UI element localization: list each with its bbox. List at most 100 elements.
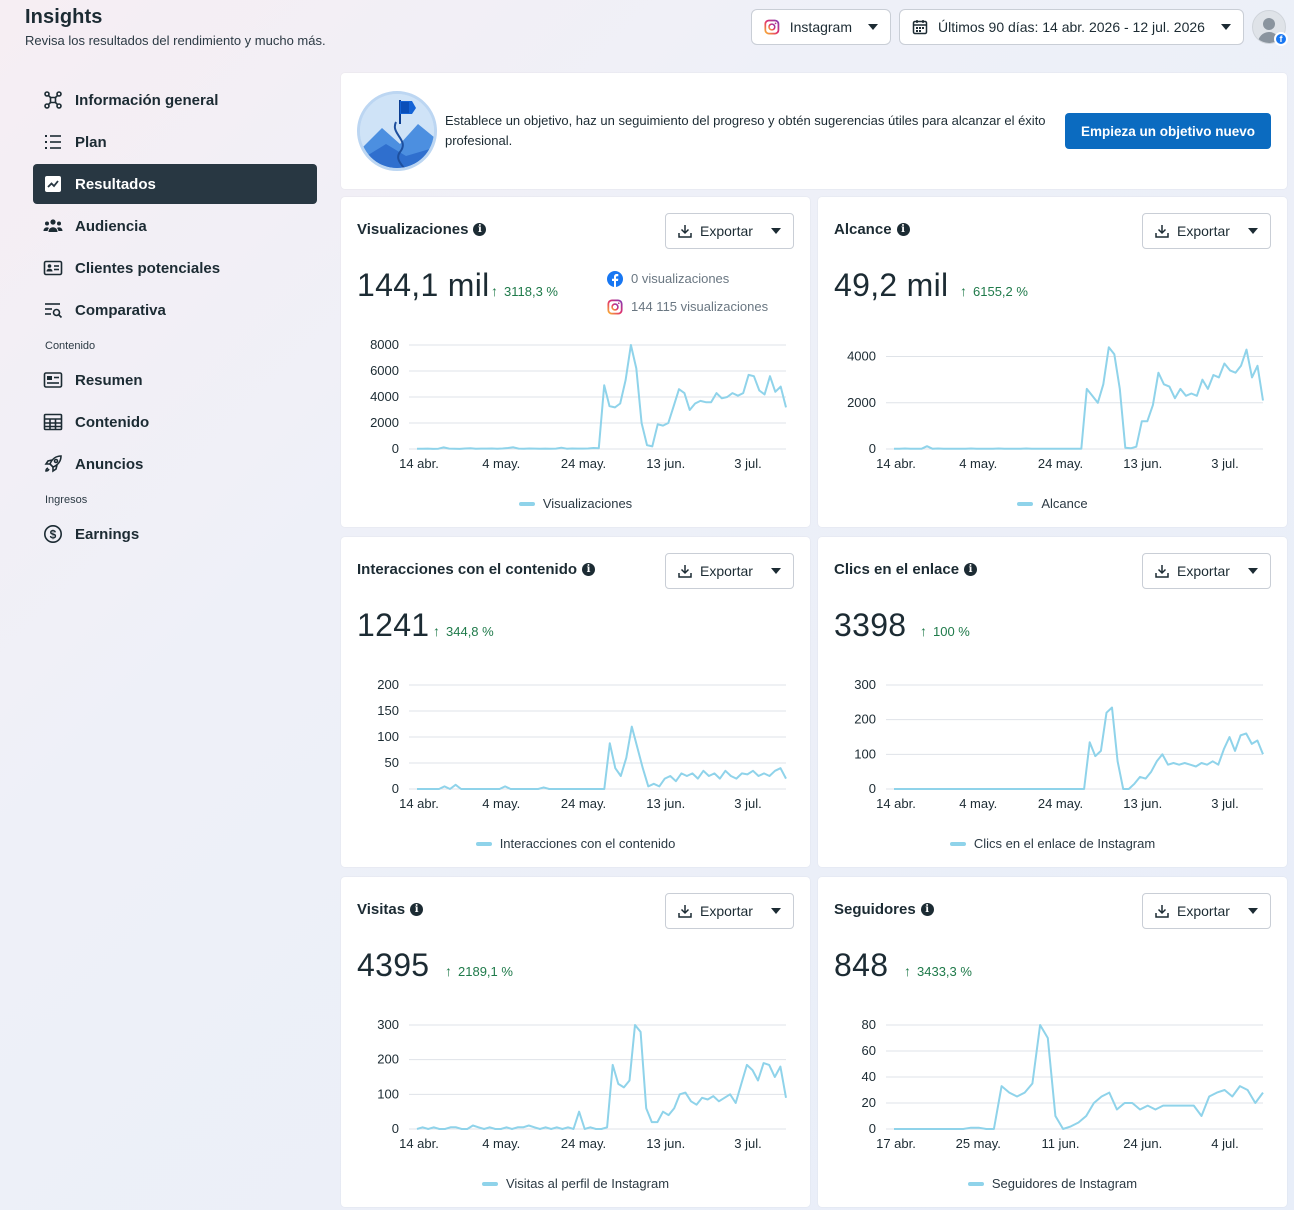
sidebar-item-clientes-potenciales[interactable]: Clientes potenciales [33,248,317,288]
sidebar-item-anuncios[interactable]: Anuncios [33,444,317,484]
line-chart: 0 100 200 300 14 abr. 4 may. 24 may. 13 jun. 3 j… [854,677,1264,811]
metric-card-interacciones: Interacciones con el contenido i Exportar… [341,537,810,867]
start-goal-button[interactable]: Empieza un objetivo nuevo [1064,113,1271,149]
legend-label: Seguidores de Instagram [991,1176,1138,1191]
sidebar-item-informacion-general[interactable]: Información general [33,80,317,120]
card-title-text: Alcance [834,221,892,238]
info-icon[interactable]: i [473,223,487,236]
sidebar-nav: Información general Plan Resultados Audi… [33,80,317,556]
x-tick-label: 3 jul. [734,796,761,811]
card-title: Clics en el enlace i [834,561,978,578]
y-tick-label: 100 [854,746,876,761]
x-tick-label: 13 jun. [1123,456,1162,471]
sidebar-item-plan[interactable]: Plan [33,122,317,162]
metric-card-seguidores: Seguidores i Exportar 848 ↑ 3433,3 % 0 20 40… [818,877,1287,1207]
metric-delta-text: 100 % [933,623,970,639]
export-button[interactable]: Exportar [665,553,794,589]
instagram-icon [607,299,623,315]
sidebar-item-label: Anuncios [75,455,144,473]
sidebar-item-label: Información general [75,91,219,109]
info-icon[interactable]: i [896,223,910,236]
metric-delta: ↑ 3118,3 % [491,283,558,299]
y-tick-label: 50 [385,755,399,770]
chart-legend: Alcance [818,496,1287,511]
x-tick-label: 4 jul. [1211,1136,1238,1151]
sidebar-item-audiencia[interactable]: Audiencia [33,206,317,246]
metric-delta: ↑ 6155,2 % [960,283,1028,299]
line-chart: 0 100 200 300 14 abr. 4 may. 24 may. 13 jun. 3 j… [377,1017,787,1151]
x-tick-label: 4 may. [959,796,997,811]
export-label: Exportar [1177,223,1230,239]
chevron-down-icon [771,228,781,234]
sidebar-item-resultados[interactable]: Resultados [33,164,317,204]
platform-dropdown[interactable]: Instagram [751,9,891,45]
sidebar-item-label: Clientes potenciales [75,259,221,277]
x-tick-label: 13 jun. [646,1136,685,1151]
export-label: Exportar [1177,563,1230,579]
chart-legend: Visitas al perfil de Instagram [341,1176,810,1191]
download-icon [1155,225,1169,238]
chevron-down-icon [771,568,781,574]
card-title-text: Visualizaciones [357,221,469,238]
sidebar-item-resumen[interactable]: Resumen [33,360,317,400]
sidebar-item-label: Plan [75,133,107,151]
date-range-dropdown[interactable]: Últimos 90 días: 14 abr. 2026 - 12 jul. … [899,9,1244,45]
chevron-down-icon [1248,228,1258,234]
export-button[interactable]: Exportar [665,893,794,929]
platform-dropdown-label: Instagram [789,19,852,35]
sidebar-item-comparativa[interactable]: Comparativa [33,290,317,330]
export-label: Exportar [700,223,753,239]
breakdown-row-instagram: 144 115 visualizaciones [607,293,768,321]
sidebar-item-label: Audiencia [75,217,147,235]
legend-swatch [481,1181,498,1186]
card-title-text: Interacciones con el contenido [357,561,578,578]
legend-swatch [518,501,535,506]
x-tick-label: 25 may. [956,1136,1001,1151]
arrow-up-icon: ↑ [960,283,967,299]
y-tick-label: 200 [377,1052,399,1067]
legend-label: Interacciones con el contenido [499,836,676,851]
export-button[interactable]: Exportar [1142,893,1271,929]
y-tick-label: 4000 [370,389,399,404]
legend-swatch [1017,501,1034,506]
y-tick-label: 0 [392,781,399,796]
metric-card-alcance: Alcance i Exportar 49,2 mil ↑ 6155,2 % 0 20… [818,197,1287,527]
arrow-up-icon: ↑ [445,963,452,979]
info-icon[interactable]: i [410,903,424,916]
breakdown-row-facebook: 0 visualizaciones [607,265,768,293]
y-tick-label: 200 [854,712,876,727]
y-tick-label: 6000 [370,363,399,378]
sidebar-item-earnings[interactable]: $ Earnings [33,514,317,554]
x-tick-label: 13 jun. [646,796,685,811]
y-tick-label: 300 [377,1017,399,1032]
chevron-down-icon [1248,568,1258,574]
x-tick-label: 24 may. [1038,456,1083,471]
info-icon[interactable]: i [920,903,934,916]
export-button[interactable]: Exportar [1142,213,1271,249]
sidebar-item-contenido[interactable]: Contenido [33,402,317,442]
info-icon[interactable]: i [964,563,978,576]
card-title: Visitas i [357,901,424,918]
compare-list-icon [45,303,63,319]
line-chart: 0 50 100 150 200 14 abr. 4 may. 24 may. 13 jun. 3… [377,677,787,811]
x-tick-label: 3 jul. [1211,456,1238,471]
account-avatar[interactable]: f [1252,10,1288,46]
y-tick-label: 80 [862,1017,876,1032]
metric-delta: ↑ 3433,3 % [904,963,972,979]
export-button[interactable]: Exportar [1142,553,1271,589]
export-button[interactable]: Exportar [665,213,794,249]
x-tick-label: 14 abr. [876,796,916,811]
y-tick-label: 2000 [370,415,399,430]
info-icon[interactable]: i [582,563,596,576]
legend-label: Visualizaciones [542,496,633,511]
metric-card-clics: Clics en el enlace i Exportar 3398 ↑ 100 %… [818,537,1287,867]
chart-legend: Seguidores de Instagram [818,1176,1287,1191]
metric-delta-text: 3433,3 % [917,963,972,979]
export-label: Exportar [700,903,753,919]
trend-chart-icon [45,176,61,192]
legend-swatch [967,1181,984,1186]
x-tick-label: 17 abr. [876,1136,916,1151]
card-title: Interacciones con el contenido i [357,561,596,578]
metric-card-visitas: Visitas i Exportar 4395 ↑ 2189,1 % 0 100 200… [341,877,810,1207]
breakdown-text: 144 115 visualizaciones [631,299,769,314]
